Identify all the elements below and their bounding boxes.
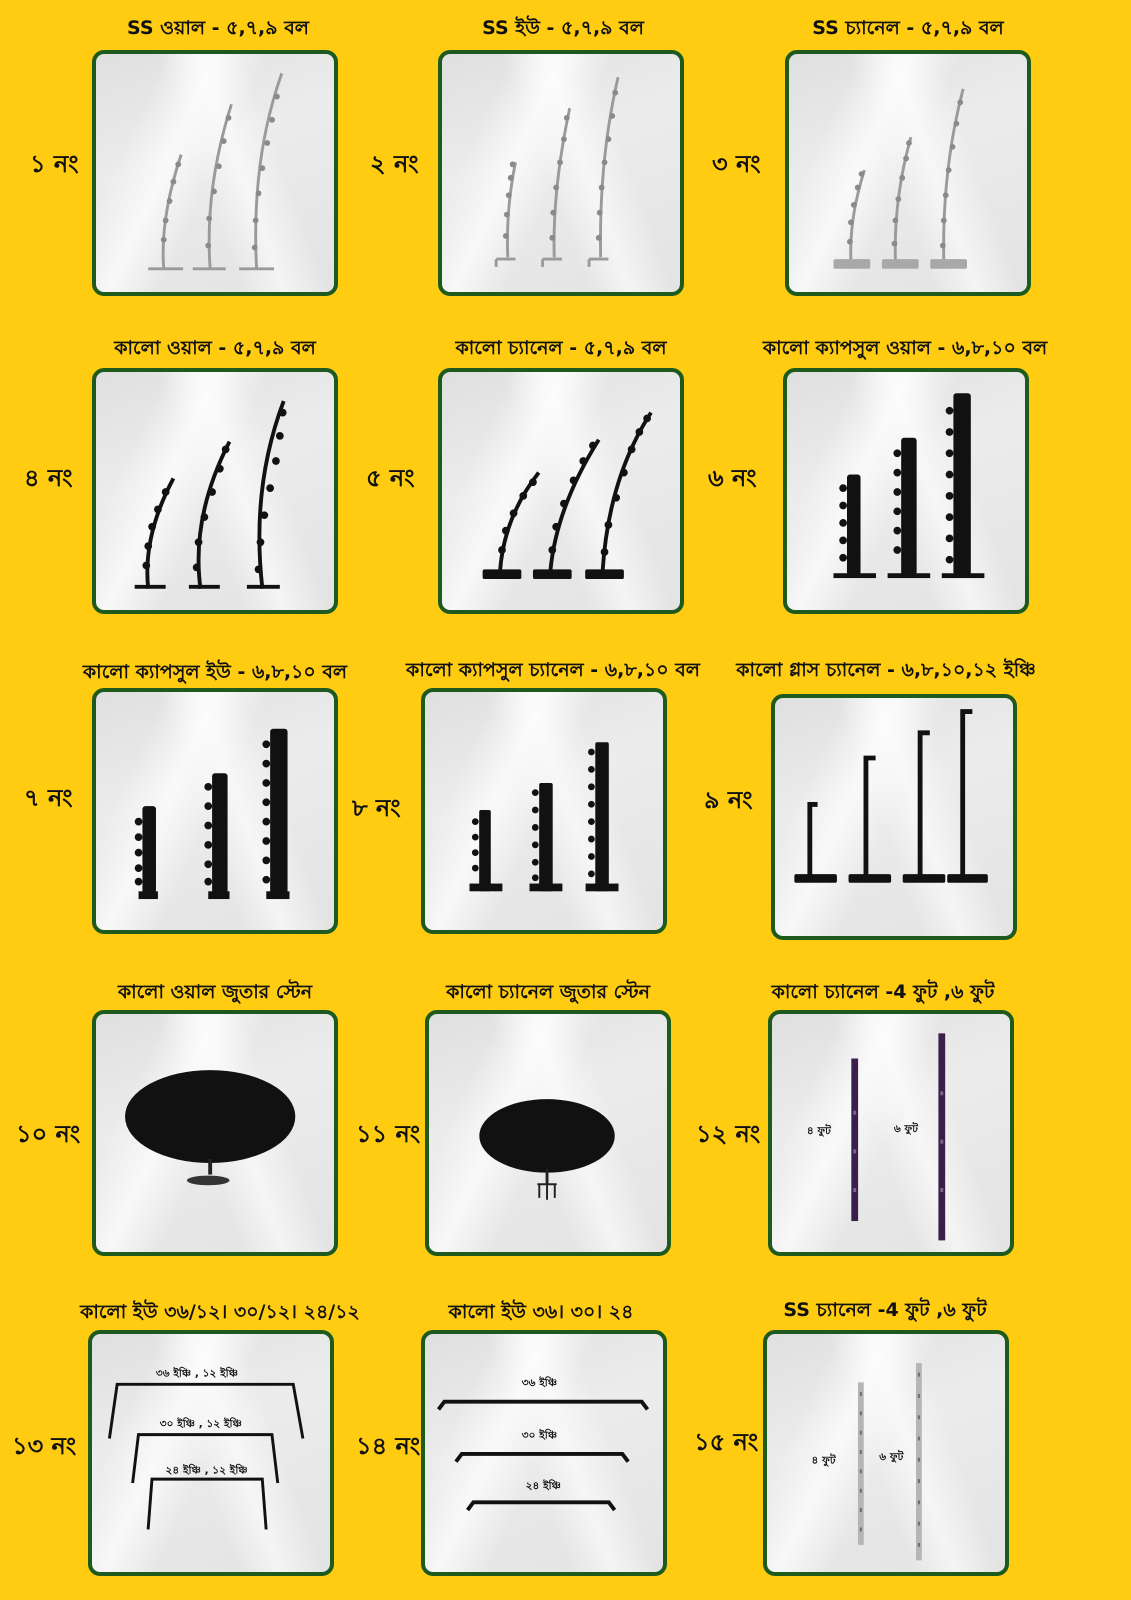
product-image [92,368,338,614]
black-capsule-channel-hook-illustration [469,742,619,892]
product-image [438,368,684,614]
product-number: ৬ নং [708,464,757,492]
bracket-size-label-30: ৩০ ইঞ্চি , ১২ ইঞ্চি [160,1416,242,1430]
black-capsule-u-hook-illustration [134,728,290,900]
length-label-4ft: ৪ ফুট [812,1453,837,1468]
product-title: SS চ্যানেল - ৫,৭,৯ বল [812,17,1004,39]
product-title: কালো গ্লাস চ্যানেল - ৬,৮,১০,১২ ইঞ্চি [736,659,1036,681]
product-title: কালো ইউ ৩৬/১২। ৩০/১২। ২৪/১২ [80,1301,360,1323]
product-number: ৯ নং [704,786,753,814]
product-image [421,688,667,934]
product-number: ৭ নং [24,784,73,812]
product-number: ৩ নং [712,150,761,178]
steel-u-hook-illustration [494,76,620,267]
product-image: ৩৬ ইঞ্চি ৩০ ইঞ্চি ২৪ ইঞ্চি [421,1330,667,1576]
black-u-bar-set-illustration: ৩৬ ইঞ্চি ৩০ ইঞ্চি ২৪ ইঞ্চি [436,1375,650,1512]
bracket-size-label-36: ৩৬ ইঞ্চি , ১২ ইঞ্চি [156,1366,238,1380]
product-image: ৪ ফুট ৬ ফুট [763,1330,1009,1576]
product-title: কালো ওয়াল - ৫,৭,৯ বল [114,337,316,359]
length-label-6ft: ৬ ফুট [879,1449,904,1464]
bar-size-label-36: ৩৬ ইঞ্চি [522,1375,557,1389]
product-number: ৮ নং [352,794,401,822]
product-number: ২ নং [370,150,419,178]
black-capsule-wall-hook-illustration [833,393,985,579]
length-label-4ft: ৪ ফুট [807,1123,832,1138]
black-channel-hook-illustration [482,411,653,580]
product-title: কালো চ্যানেল জুতার স্টেন [446,981,650,1003]
product-number: ১৪ নং [356,1432,421,1460]
bar-size-label-30: ৩০ ইঞ্চি [522,1427,557,1441]
product-number: ১০ নং [16,1120,81,1148]
product-number: ১২ নং [696,1120,761,1148]
product-image [92,1010,338,1256]
product-image [92,688,338,934]
product-number: ৪ নং [24,464,73,492]
length-label-6ft: ৬ ফুট [894,1121,919,1136]
product-image [425,1010,671,1256]
black-u-bracket-set-illustration: ৩৬ ইঞ্চি , ১২ ইঞ্চি ৩০ ইঞ্চি , ১২ ইঞ্চি … [107,1366,305,1530]
product-image: ৩৬ ইঞ্চি , ১২ ইঞ্চি ৩০ ইঞ্চি , ১২ ইঞ্চি … [88,1330,334,1576]
product-title: SS ইউ - ৫,৭,৯ বল [482,17,644,39]
product-number: ১৩ নং [12,1432,77,1460]
product-title: কালো চ্যানেল -4 ফুট ,৬ ফুট [771,981,995,1003]
product-image [92,50,338,296]
black-channel-4ft-6ft-illustration: ৪ ফুট ৬ ফুট [807,1033,946,1241]
steel-channel-hook-illustration [833,88,968,269]
black-glass-channel-bracket-illustration [794,709,988,883]
product-title: কালো ওয়াল জুতার স্টেন [117,981,313,1003]
product-image [785,50,1031,296]
product-image [783,368,1029,614]
black-channel-shoe-stand-illustration [479,1099,615,1200]
product-image: ৪ ফুট ৬ ফুট [768,1010,1014,1256]
product-number: ৫ নং [366,464,415,492]
product-title: কালো ক্যাপসুল চ্যানেল - ৬,৮,১০ বল [406,659,700,681]
product-number: ১১ নং [356,1120,421,1148]
product-title: SS চ্যানেল -4 ফুট ,৬ ফুট [783,1299,987,1321]
product-image [771,694,1017,940]
bracket-size-label-24: ২৪ ইঞ্চি , ১২ ইঞ্চি [166,1462,248,1476]
product-number: ১ নং [30,150,79,178]
steel-channel-4ft-6ft-illustration: ৪ ফুট ৬ ফুট [812,1363,922,1561]
product-number: ১৫ নং [694,1428,759,1456]
product-title: SS ওয়াল - ৫,৭,৯ বল [127,17,309,39]
black-wall-hook-illustration [134,400,287,589]
product-title: কালো ক্যাপসুল ওয়াল - ৬,৮,১০ বল [762,337,1048,359]
bar-size-label-24: ২৪ ইঞ্চি [526,1478,561,1492]
product-title: কালো ক্যাপসুল ইউ - ৬,৮,১০ বল [82,661,348,683]
black-wall-shoe-stand-illustration [125,1070,296,1186]
product-title: কালো ইউ ৩৬। ৩০। ২৪ [448,1301,634,1323]
product-title: কালো চ্যানেল - ৫,৭,৯ বল [455,337,667,359]
steel-wall-hook-illustration [148,72,284,271]
product-image [438,50,684,296]
